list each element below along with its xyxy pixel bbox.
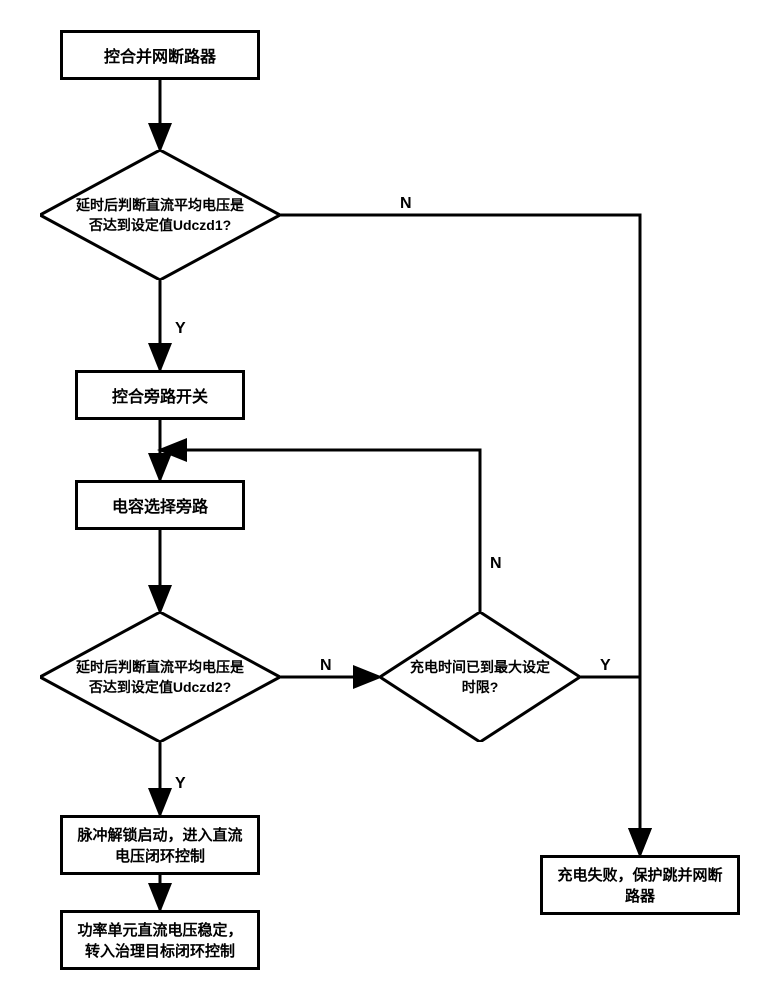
node-decision-udczd1: 延时后判断直流平均电压是否达到设定值Udczd1?: [40, 150, 280, 280]
edge-label-d2-n: N: [320, 657, 332, 675]
node-capacitor-bypass-label: 电容选择旁路: [112, 493, 208, 517]
edge-label-d1-y: Y: [175, 320, 186, 338]
node-pulse-unlock-label: 脉冲解锁启动，进入直流电压闭环控制: [71, 824, 249, 866]
node-bypass-switch: 控合旁路开关: [75, 370, 245, 420]
node-pulse-unlock: 脉冲解锁启动，进入直流电压闭环控制: [60, 815, 260, 875]
node-start: 控合并网断路器: [60, 30, 260, 80]
node-capacitor-bypass: 电容选择旁路: [75, 480, 245, 530]
flowchart-container: 控合并网断路器 延时后判断直流平均电压是否达到设定值Udczd1? 控合旁路开关…: [0, 0, 764, 1000]
node-decision-timeout: 充电时间已到最大设定时限?: [380, 612, 580, 742]
edge-label-d1-n: N: [400, 195, 412, 213]
edge-label-d2-y: Y: [175, 775, 186, 793]
node-charge-fail-label: 充电失败，保护跳并网断路器: [551, 864, 729, 906]
node-voltage-stable-label: 功率单元直流电压稳定，转入治理目标闭环控制: [71, 919, 249, 961]
edge-label-d3-n: N: [490, 555, 502, 573]
node-decision-udczd2-label: 延时后判断直流平均电压是否达到设定值Udczd2?: [70, 657, 250, 697]
node-bypass-switch-label: 控合旁路开关: [112, 383, 208, 407]
edge-label-d3-y: Y: [600, 657, 611, 675]
node-decision-timeout-label: 充电时间已到最大设定时限?: [410, 657, 550, 697]
node-decision-udczd2: 延时后判断直流平均电压是否达到设定值Udczd2?: [40, 612, 280, 742]
node-charge-fail: 充电失败，保护跳并网断路器: [540, 855, 740, 915]
node-decision-udczd1-label: 延时后判断直流平均电压是否达到设定值Udczd1?: [70, 195, 250, 235]
node-start-label: 控合并网断路器: [104, 43, 216, 67]
node-voltage-stable: 功率单元直流电压稳定，转入治理目标闭环控制: [60, 910, 260, 970]
